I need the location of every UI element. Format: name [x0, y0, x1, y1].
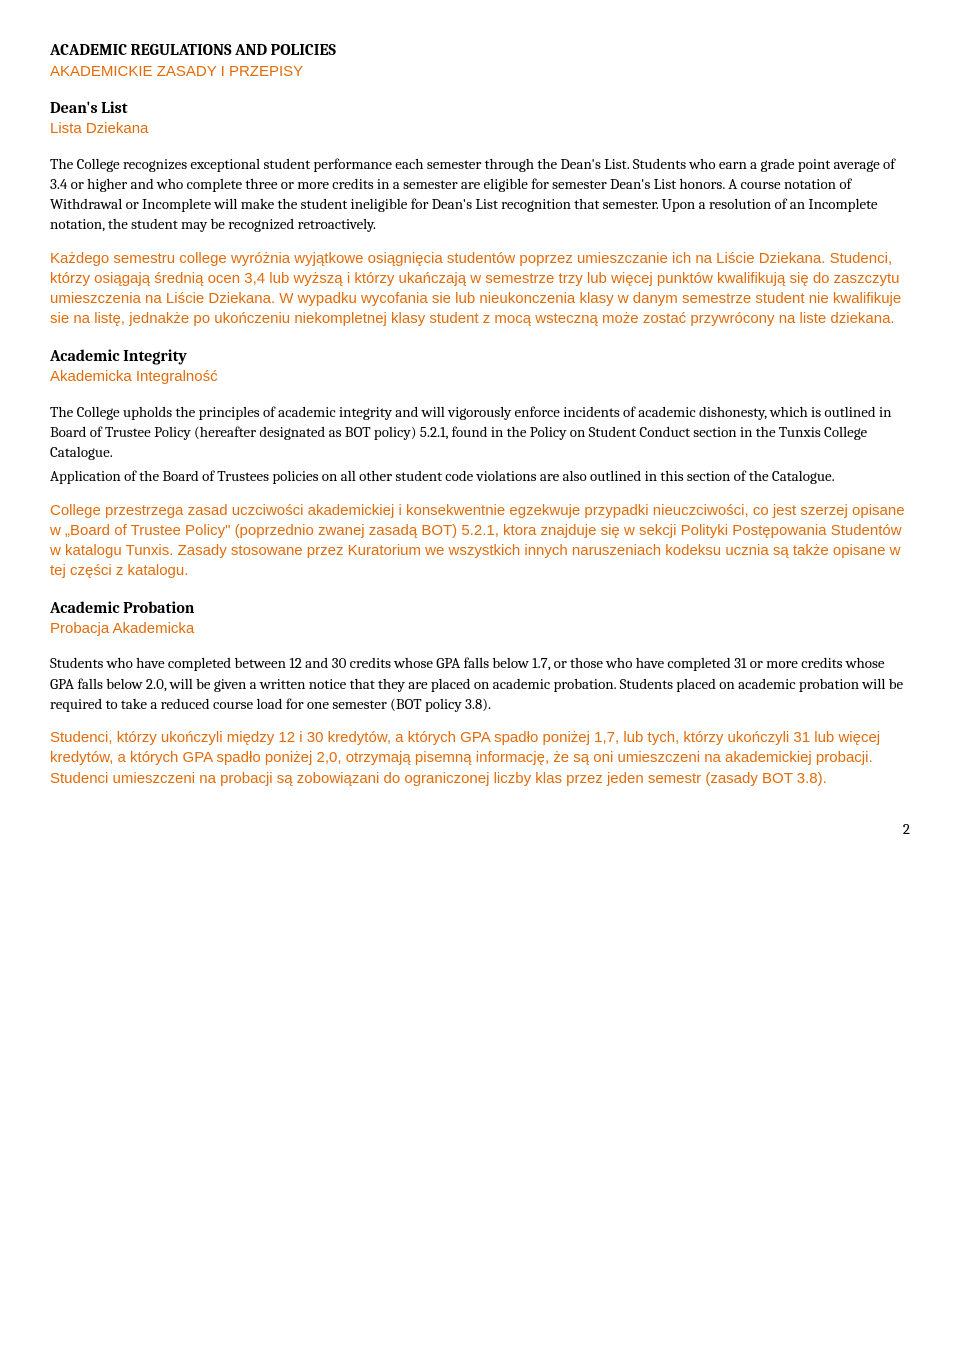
deans-list-heading-en: Dean's List — [50, 98, 910, 120]
academic-integrity-heading-en: Academic Integrity — [50, 346, 910, 368]
academic-integrity-body-en-2: Application of the Board of Trustees pol… — [50, 466, 910, 486]
deans-list-body-en: The College recognizes exceptional stude… — [50, 154, 910, 235]
academic-probation-body-en: Students who have completed between 12 a… — [50, 653, 910, 714]
page-number: 2 — [50, 819, 910, 839]
academic-integrity-body-en-1: The College upholds the principles of ac… — [50, 402, 910, 463]
academic-integrity-heading-pl: Akademicka Integralność — [50, 367, 910, 387]
academic-probation-body-pl: Studenci, którzy ukończyli między 12 i 3… — [50, 728, 910, 789]
document-title-pl: AKADEMICKIE ZASADY I PRZEPISY — [50, 62, 910, 82]
academic-integrity-body-pl: College przestrzega zasad uczciwości aka… — [50, 501, 910, 582]
academic-probation-heading-en: Academic Probation — [50, 598, 910, 620]
academic-probation-heading-pl: Probacja Akademicka — [50, 619, 910, 639]
document-title-en: ACADEMIC REGULATIONS AND POLICIES — [50, 40, 910, 62]
deans-list-body-pl: Każdego semestru college wyróżnia wyjątk… — [50, 249, 910, 330]
deans-list-heading-pl: Lista Dziekana — [50, 119, 910, 139]
